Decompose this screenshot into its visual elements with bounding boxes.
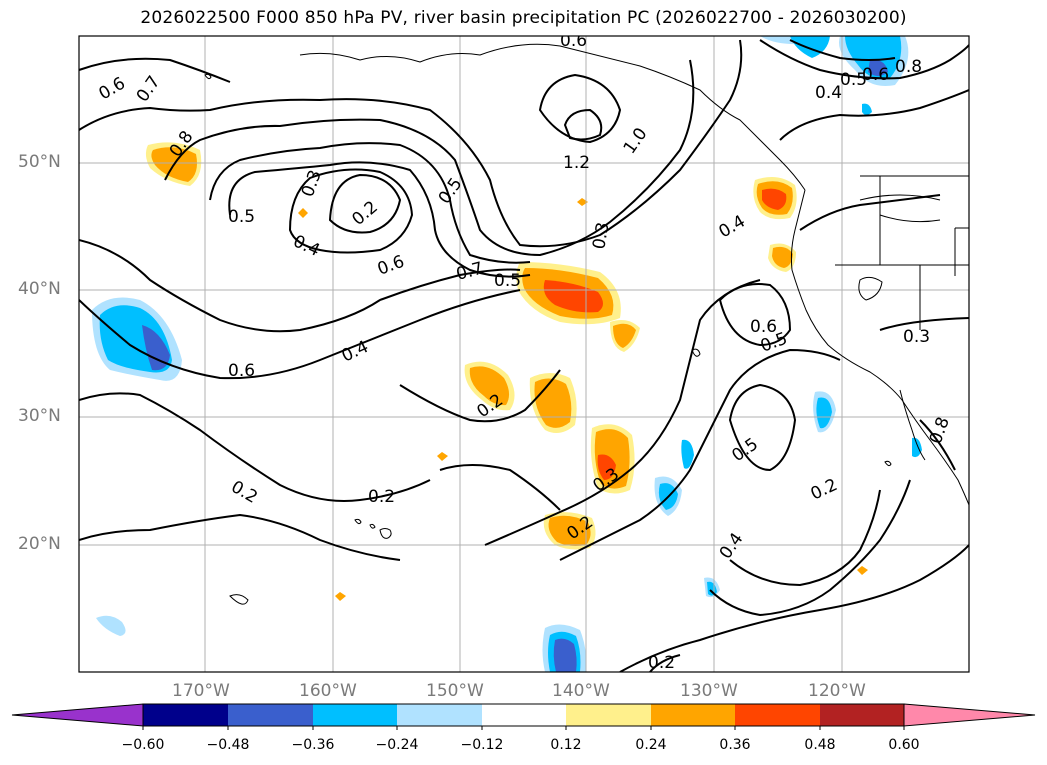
lon-label: 130°W [680,681,738,701]
contour-label: 0.3 [589,221,613,251]
colorbar-segment [397,704,482,726]
contour-label: 0.3 [298,167,326,199]
lon-label: 140°W [552,681,610,701]
contour-label: 0.6 [560,31,587,51]
contour-label: 0.8 [926,414,954,446]
colorbar-tick-label: −0.24 [375,737,419,753]
colorbar-segment [651,704,735,726]
colorbar-tick-label: −0.12 [460,737,504,753]
contour-label: 0.4 [290,231,323,261]
contour-label: 0.6 [862,65,889,85]
contour-label: 0.5 [728,434,762,466]
contour-label: 0.2 [648,653,675,673]
coastlines [204,43,969,605]
precip-shading [92,36,922,672]
colorbar-tick-label: 0.12 [550,737,582,753]
colorbar-extend-high [903,703,1036,727]
colorbar-tick-label: 0.48 [804,737,836,753]
lon-label: 120°W [808,681,866,701]
lat-label: 20°N [18,534,61,554]
contour-label: 0.5 [840,70,867,90]
contour-label: 0.6 [750,317,777,337]
contour-label: 0.4 [716,529,748,563]
colorbar-segment [735,704,820,726]
map-title: 2026022500 F000 850 hPa PV, river basin … [140,8,907,28]
colorbar-tick-label: −0.48 [206,737,250,753]
colorbar-segment [820,704,904,726]
contour-label: 0.2 [348,197,382,230]
contour-label: 0.3 [903,327,930,347]
lon-label: 170°W [172,681,230,701]
contour-label: 0.6 [375,252,407,280]
contour-label: 1.2 [563,153,590,173]
colorbar-extend-low [11,703,144,727]
lat-label: 40°N [18,279,61,299]
colorbar-segment [482,704,566,726]
colorbar-tick-label: 0.24 [635,737,667,753]
colorbar-segment [566,704,651,726]
pv-contours [79,39,969,672]
contour-label: 0.2 [808,475,841,505]
contour-label: 0.7 [133,72,165,106]
gridlines [79,36,969,672]
colorbar-tick-label: −0.36 [291,737,335,753]
contour-label: 0.8 [895,57,922,77]
contour-label: 1.0 [620,124,652,158]
contour-label: 0.4 [815,83,842,103]
contour-label: 0.5 [494,271,521,291]
contour-label: 0.6 [228,361,255,381]
colorbar-tick-label: −0.60 [121,737,165,753]
contour-label: 0.4 [716,211,749,242]
contour-label: 0.2 [228,477,261,508]
lon-label: 150°W [426,681,484,701]
contour-label: 0.5 [228,207,255,227]
contour-label: 0.6 [96,73,129,104]
lat-label: 50°N [18,152,61,172]
colorbar-segment [313,704,397,726]
lat-label: 30°N [18,406,61,426]
colorbar-tick-label: 0.36 [719,737,751,753]
contour-label: 0.2 [368,487,395,507]
colorbar [11,703,1036,730]
lon-label: 160°W [299,681,357,701]
colorbar-tick-label: 0.60 [888,737,920,753]
map-frame [78,35,970,673]
colorbar-segment [143,704,228,726]
colorbar-segment [228,704,313,726]
